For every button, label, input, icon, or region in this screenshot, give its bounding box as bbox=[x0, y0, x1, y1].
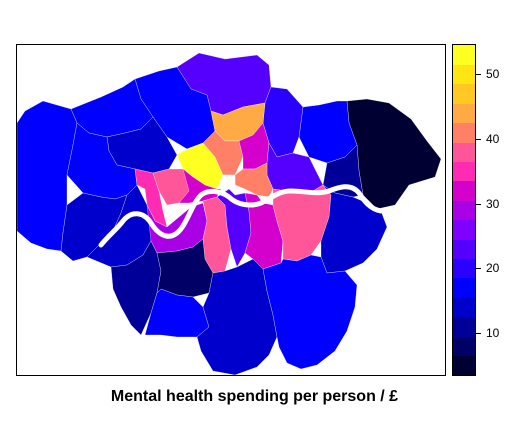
legend-swatch bbox=[453, 355, 475, 376]
legend-swatch bbox=[453, 161, 475, 182]
legend-swatch bbox=[453, 180, 475, 201]
map-title: Mental health spending per person / £ bbox=[110, 388, 399, 405]
legend-tick-label: 40 bbox=[486, 131, 500, 146]
legend-swatch bbox=[453, 336, 475, 357]
legend-tick-label: 50 bbox=[486, 67, 500, 82]
legend-swatch bbox=[453, 64, 475, 85]
legend-tick-label: 30 bbox=[486, 196, 500, 211]
borough-hillingdon bbox=[17, 100, 78, 252]
legend-tick bbox=[476, 203, 481, 205]
borough-croydon bbox=[196, 258, 278, 375]
legend-swatch bbox=[453, 297, 475, 318]
borough-bromley bbox=[262, 254, 358, 370]
map-panel bbox=[16, 44, 446, 376]
legend-swatch bbox=[453, 316, 475, 337]
legend-swatch bbox=[453, 239, 475, 260]
legend-swatch bbox=[453, 258, 475, 279]
legend-swatch bbox=[453, 142, 475, 162]
legend-tick bbox=[476, 74, 481, 76]
legend-tick-label: 20 bbox=[486, 261, 500, 276]
river-thames bbox=[98, 184, 384, 248]
legend-tick bbox=[476, 268, 481, 270]
legend-tick-label: 10 bbox=[486, 325, 500, 340]
legend-swatch bbox=[453, 277, 475, 298]
boroughs-layer bbox=[17, 52, 442, 375]
legend-swatch bbox=[453, 200, 475, 221]
legend-swatch bbox=[453, 122, 475, 143]
london-boroughs-map bbox=[17, 52, 442, 375]
legend-colorbar bbox=[452, 44, 476, 376]
legend-swatch bbox=[453, 103, 475, 124]
legend-swatch bbox=[453, 83, 475, 104]
legend-tick bbox=[476, 332, 481, 334]
legend-swatch bbox=[453, 219, 475, 240]
legend-swatch bbox=[453, 45, 475, 65]
legend-tick bbox=[476, 138, 481, 140]
borough-city-of-london bbox=[220, 174, 236, 190]
